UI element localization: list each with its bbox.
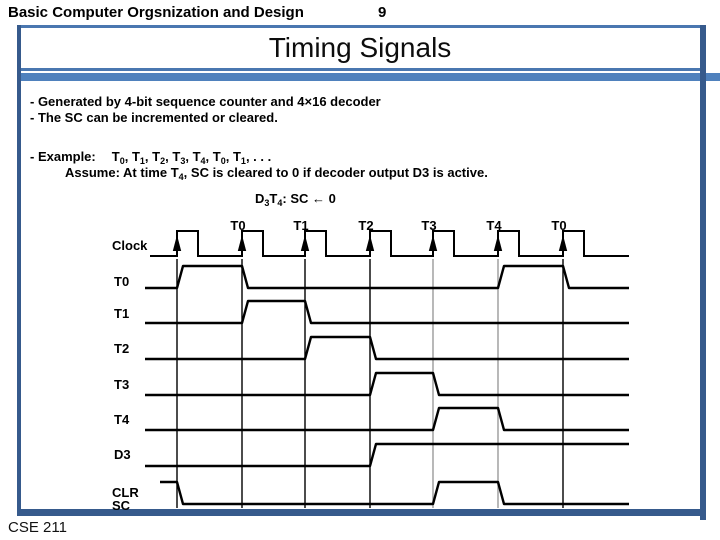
clock-cycle-label: T3 bbox=[421, 218, 436, 233]
clock-cycle-label: T2 bbox=[358, 218, 373, 233]
signal-waveform-d3 bbox=[145, 442, 629, 468]
clock-row-label: Clock bbox=[112, 238, 148, 253]
equation-d3t4: D3T4: SC ← 0 bbox=[255, 191, 336, 208]
clock-cycle-label: T4 bbox=[486, 218, 502, 233]
clock-rising-edge-arrow bbox=[428, 235, 438, 251]
frame-left-border bbox=[17, 25, 21, 516]
clock-rising-edge-arrow bbox=[300, 235, 310, 251]
slide-title: Timing Signals bbox=[268, 32, 452, 63]
signal-waveform-t2 bbox=[145, 335, 629, 361]
signal-row-label: CLR bbox=[112, 485, 139, 500]
signal-row-label: T0 bbox=[114, 274, 129, 289]
signal-waveform-t4 bbox=[145, 406, 629, 432]
course-title: Basic Computer Orgsnization and Design bbox=[8, 4, 304, 21]
signal-row-label: T1 bbox=[114, 306, 129, 321]
signal-row-label: T3 bbox=[114, 377, 129, 392]
clock-cycle-label: T1 bbox=[293, 218, 308, 233]
signal-waveform-t0 bbox=[145, 264, 629, 290]
frame-right-border bbox=[700, 25, 706, 520]
signal-row-label: SC bbox=[112, 498, 131, 513]
clock-rising-edge-arrow bbox=[558, 235, 568, 251]
clock-rising-edge-arrow bbox=[365, 235, 375, 251]
frame-bottom-border bbox=[17, 509, 706, 516]
title-accent-bar bbox=[17, 73, 720, 81]
bullet-generated: - Generated by 4-bit sequence counter an… bbox=[30, 94, 381, 109]
signal-row-label: T2 bbox=[114, 341, 129, 356]
clock-cycle-label: T0 bbox=[551, 218, 566, 233]
page-number: 9 bbox=[378, 4, 387, 21]
title-box: Timing Signals bbox=[17, 25, 703, 71]
clock-rising-edge-arrow bbox=[172, 235, 182, 251]
signal-row-label: D3 bbox=[114, 447, 131, 462]
clock-cycle-label: T0 bbox=[230, 218, 245, 233]
clock-rising-edge-arrow bbox=[237, 235, 247, 251]
clock-rising-edge-arrow bbox=[493, 235, 503, 251]
assume-line: Assume: At time T4, SC is cleared to 0 i… bbox=[65, 165, 488, 182]
signal-waveform-clr-sc bbox=[160, 480, 629, 506]
bullet-sc: - The SC can be incremented or cleared. bbox=[30, 110, 278, 125]
clock-waveform bbox=[150, 230, 629, 257]
footer-course-code: CSE 211 bbox=[8, 519, 67, 536]
signal-waveform-t1 bbox=[145, 299, 629, 325]
signal-waveform-t3 bbox=[145, 371, 629, 397]
example-line: - Example: T0, T1, T2, T3, T4, T0, T1, . … bbox=[30, 149, 272, 166]
signal-row-label: T4 bbox=[114, 412, 130, 427]
